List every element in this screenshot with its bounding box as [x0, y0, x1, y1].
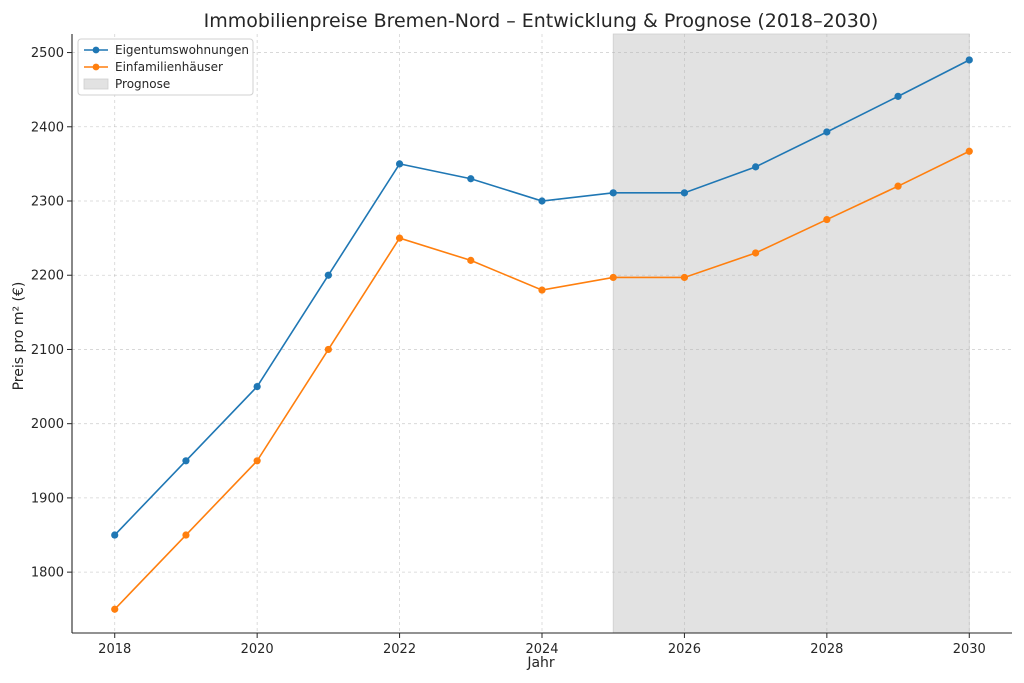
series-1-point — [182, 457, 190, 465]
x-tick-label: 2022 — [383, 642, 416, 657]
y-tick-label: 1800 — [31, 566, 64, 581]
legend-label-2: Einfamilienhäuser — [115, 60, 223, 74]
series-1-point — [680, 189, 689, 197]
y-tick-label: 2000 — [31, 417, 64, 432]
y-tick-label: 1900 — [31, 491, 64, 506]
x-axis-label: Jahr — [526, 655, 555, 671]
x-tick-label: 2024 — [525, 642, 558, 657]
series-1-point — [467, 175, 475, 183]
legend-marker-2 — [92, 63, 100, 71]
x-tick-label: 2030 — [953, 642, 986, 657]
series-2-point — [182, 531, 190, 539]
series-2-point — [680, 273, 689, 282]
series-2-point — [894, 182, 902, 190]
series-2-point — [752, 249, 760, 257]
x-tick-label: 2026 — [668, 642, 701, 657]
series-2-point — [253, 457, 261, 465]
series-2-point — [395, 234, 404, 242]
y-tick-label: 2400 — [31, 120, 64, 135]
y-tick-label: 2500 — [31, 46, 64, 61]
series-1-point — [965, 56, 973, 64]
series-2-point — [111, 605, 119, 613]
series-2-point — [324, 345, 332, 354]
x-tick-label: 2028 — [810, 642, 843, 657]
x-tick-label: 2020 — [241, 642, 274, 657]
y-tick-label: 2200 — [31, 269, 64, 284]
x-tick-label: 2018 — [98, 642, 131, 657]
legend-swatch-forecast — [83, 78, 109, 90]
series-2-point — [609, 273, 617, 282]
series-1-point — [894, 92, 902, 100]
series-1-point — [752, 163, 760, 171]
y-axis-label: Preis pro m² (€) — [11, 282, 27, 391]
series-2-point — [538, 286, 546, 294]
series-1-point — [253, 382, 261, 391]
y-tick-label: 2300 — [31, 195, 64, 210]
legend: Eigentumswohnungen Einfamilienhäuser Progn… — [77, 38, 254, 96]
legend-box — [77, 38, 254, 96]
legend-marker-1 — [92, 46, 100, 54]
series-1-point — [324, 271, 332, 279]
series-1-point — [538, 197, 546, 205]
series-2-point — [965, 147, 973, 155]
series-1-point — [823, 128, 831, 136]
legend-label-1: Eigentumswohnungen — [115, 43, 249, 57]
series-1-point — [395, 160, 404, 168]
series-1-point — [609, 189, 617, 197]
series-1-point — [111, 531, 119, 539]
chart-title: Immobilienpreise Bremen-Nord – Entwicklu… — [204, 10, 879, 32]
series-2-point — [467, 256, 475, 264]
legend-label-forecast: Prognose — [115, 77, 170, 91]
series-2-point — [823, 215, 831, 224]
forecast-shaded-region — [612, 33, 970, 634]
y-tick-label: 2100 — [31, 343, 64, 358]
